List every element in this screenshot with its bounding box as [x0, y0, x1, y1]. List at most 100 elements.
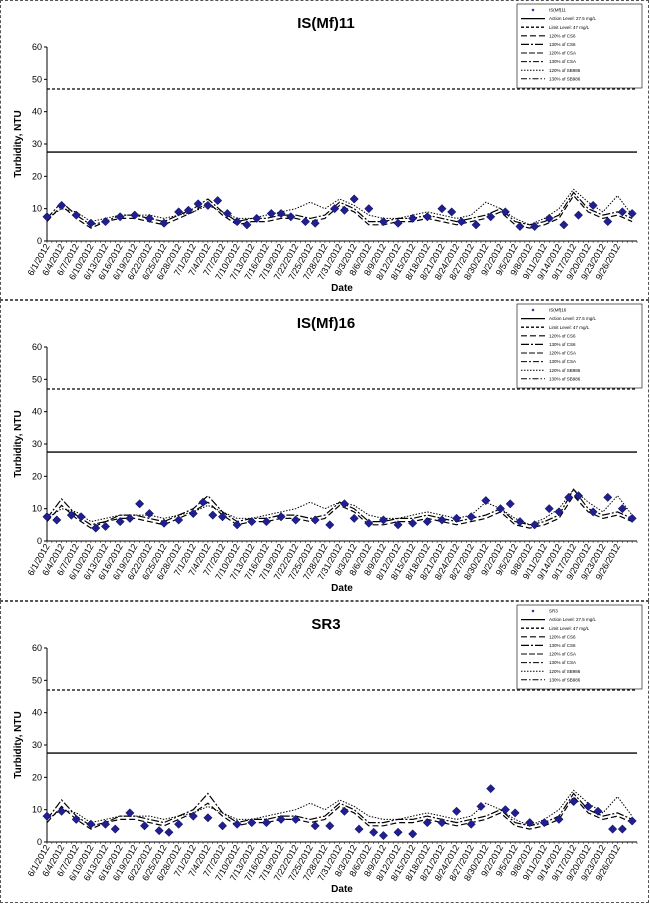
- data-point: [627, 513, 637, 523]
- series-line-120-of-cs6: [46, 494, 633, 529]
- data-point: [583, 801, 593, 811]
- data-point: [217, 512, 228, 522]
- data-point: [510, 808, 520, 818]
- data-point: [573, 491, 584, 501]
- x-axis-label: Date: [331, 583, 353, 594]
- data-point: [100, 521, 111, 532]
- data-point: [125, 808, 135, 818]
- data-point: [564, 492, 574, 502]
- data-point: [569, 797, 579, 807]
- data-point: [422, 212, 432, 222]
- data-point: [603, 217, 613, 227]
- data-point: [130, 210, 140, 220]
- data-point: [471, 220, 481, 230]
- data-point: [393, 520, 403, 530]
- data-point: [276, 512, 286, 522]
- data-point: [159, 518, 169, 528]
- data-point: [378, 515, 388, 525]
- data-point: [466, 512, 476, 522]
- data-point: [135, 499, 145, 509]
- data-point: [378, 217, 388, 227]
- chart-panel-sr3: SR3 Turbidity, NTU 0 10 20 30 40 50 60 6/1/2012 6/…: [0, 601, 649, 903]
- data-point: [76, 512, 86, 522]
- data-point: [452, 806, 462, 816]
- legend-label: 130% of CSA: [549, 660, 576, 665]
- data-point: [500, 207, 510, 217]
- data-point: [174, 207, 184, 217]
- data-point: [213, 196, 223, 206]
- data-point: [544, 504, 554, 514]
- data-point: [188, 508, 198, 519]
- legend-label: IS(Mf)16: [549, 308, 567, 313]
- data-point: [544, 213, 554, 223]
- y-tick-label: 0: [37, 536, 42, 546]
- data-point: [217, 821, 228, 831]
- data-point: [247, 818, 257, 828]
- series-line-120-of-cs6: [46, 795, 633, 830]
- legend-label: Action Level: 27.5 mg/L: [549, 316, 597, 321]
- data-point: [110, 824, 120, 834]
- data-point: [554, 814, 564, 824]
- data-point: [57, 200, 67, 210]
- data-point: [339, 205, 349, 215]
- y-tick-label: 50: [32, 74, 42, 84]
- legend-label: 130% of SB986: [549, 677, 581, 682]
- data-point: [408, 518, 418, 528]
- chart-panel-ismf16: IS(Mf)16 Turbidity, NTU 0 10 20 30 40 50 60 6/1/2…: [0, 300, 649, 601]
- y-axis-label: Turbidity, NTU: [13, 110, 24, 177]
- data-point: [52, 515, 62, 525]
- y-tick-label: 60: [32, 342, 42, 352]
- y-tick-label: 30: [32, 740, 42, 750]
- data-point: [486, 784, 496, 794]
- data-point: [86, 819, 96, 829]
- y-tick-label: 10: [32, 504, 42, 514]
- legend: IS(Mf)11 Action Level: 27.5 mg/L Limit Lev…: [516, 3, 643, 89]
- data-point: [481, 496, 491, 506]
- series-line-130-of-cs6: [46, 191, 633, 226]
- y-tick-label: 20: [32, 471, 42, 481]
- data-point: [588, 200, 598, 210]
- data-point: [232, 217, 242, 227]
- data-point: [261, 517, 271, 527]
- data-point: [476, 801, 486, 811]
- data-point: [339, 499, 349, 509]
- data-point: [525, 818, 535, 828]
- data-point: [349, 513, 359, 523]
- legend-label: 120% of SB986: [549, 68, 581, 73]
- legend-marker: [531, 8, 535, 12]
- series-line-130-of-cs6: [46, 488, 633, 526]
- legend-label: 120% of CSA: [549, 652, 576, 657]
- data-point: [325, 520, 335, 530]
- data-point: [330, 204, 340, 214]
- data-point: [364, 518, 374, 528]
- data-point: [164, 827, 174, 837]
- legend: SR3 Action Level: 27.5 mg/L Limit Level: 4…: [516, 604, 643, 690]
- chart-title: SR3: [311, 616, 340, 633]
- y-axis-label: Turbidity, NTU: [13, 711, 24, 778]
- data-point: [593, 806, 603, 816]
- y-tick-label: 40: [32, 708, 42, 718]
- data-point: [300, 217, 310, 227]
- data-point: [100, 217, 111, 227]
- data-point: [354, 824, 364, 834]
- data-point: [115, 517, 125, 527]
- legend-label: Limit Level: 47 mg/L: [549, 325, 590, 330]
- data-point: [364, 204, 374, 214]
- y-tick-label: 60: [32, 643, 42, 653]
- data-point: [588, 507, 598, 517]
- data-point: [115, 212, 125, 222]
- data-point: [310, 821, 320, 831]
- data-point: [608, 824, 618, 834]
- data-point: [125, 513, 135, 523]
- data-point: [530, 221, 540, 232]
- legend-label: 120% of CS6: [549, 333, 576, 338]
- data-point: [86, 218, 96, 228]
- data-point: [627, 208, 637, 219]
- data-point: [198, 497, 208, 507]
- y-axis-label: Turbidity, NTU: [13, 410, 24, 477]
- data-point: [310, 218, 320, 228]
- y-tick-label: 20: [32, 171, 42, 181]
- legend-label: IS(Mf)11: [549, 8, 566, 13]
